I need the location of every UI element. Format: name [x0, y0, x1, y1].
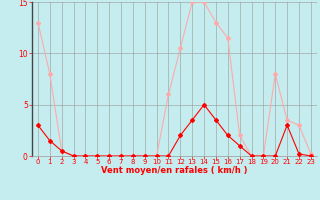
X-axis label: Vent moyen/en rafales ( km/h ): Vent moyen/en rafales ( km/h ) [101, 166, 248, 175]
